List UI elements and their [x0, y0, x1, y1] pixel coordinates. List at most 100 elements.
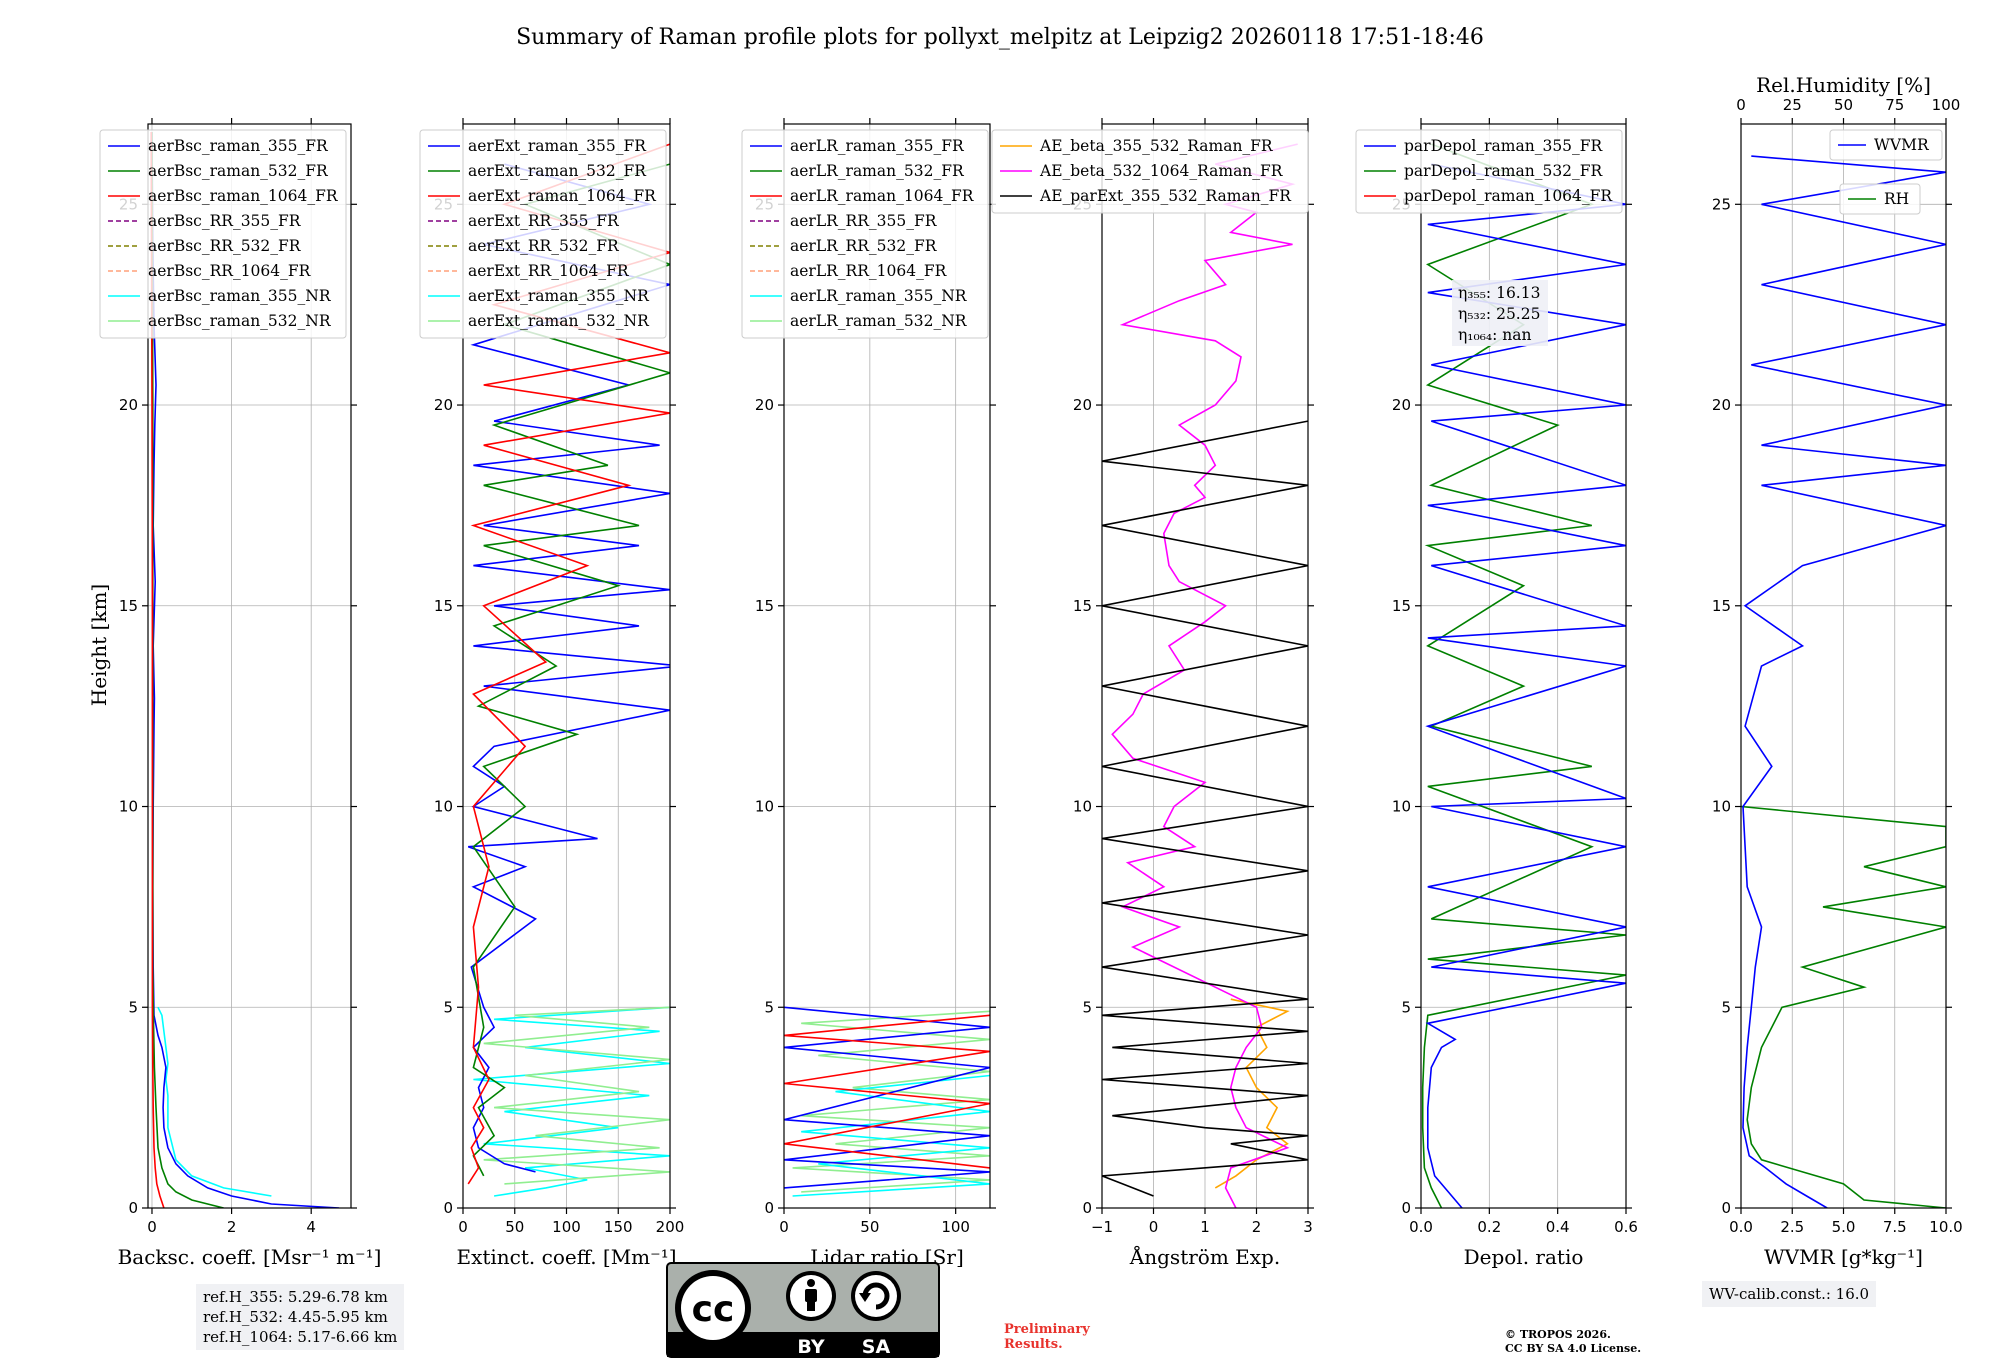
y-tick-label: 0 — [1082, 1199, 1092, 1217]
copyright-line-1: © TROPOS 2026. — [1505, 1328, 1611, 1341]
y-tick-label: 10 — [755, 798, 774, 816]
y-tick-label: 20 — [1712, 396, 1731, 414]
series-line-aerExt_raman_1064_FR — [467, 143, 670, 1185]
series-line-aerExt_raman_532_NR — [483, 1006, 670, 1185]
top-x-tick-label: 75 — [1885, 96, 1904, 114]
y-tick-label: 20 — [434, 396, 453, 414]
annotation-line: η₃₅₅: 16.13 — [1458, 284, 1540, 302]
sa-share-alike-icon — [859, 1282, 890, 1310]
series-line-RH — [1741, 805, 1946, 1208]
legend-box — [1829, 129, 1943, 161]
y-tick-label: 10 — [434, 798, 453, 816]
y-tick-label: 0 — [1401, 1199, 1411, 1217]
preliminary-results-note: Preliminary Results. — [1004, 1322, 1090, 1352]
legend-box — [419, 129, 667, 339]
x-tick-label: 1 — [1200, 1218, 1210, 1236]
series-line-parDepol_raman_355_FR — [1425, 163, 1626, 1208]
series-group — [1102, 143, 1308, 1208]
preliminary-line-2: Results. — [1004, 1337, 1063, 1352]
y-tick-label: 15 — [119, 597, 138, 615]
x-tick-label: 7.5 — [1883, 1218, 1907, 1236]
series-line-AE_beta_532_1064_Raman_FR — [1111, 143, 1298, 1208]
x-tick-label: 50 — [860, 1218, 879, 1236]
top-x-tick-label: 0 — [1736, 96, 1746, 114]
legend-label: aerExt_raman_1064_FR — [468, 187, 657, 205]
legend-label: aerExt_RR_532_FR — [468, 237, 620, 255]
legend-box — [1355, 129, 1623, 214]
legend-label: WVMR — [1874, 136, 1930, 154]
legend-wv-0: WVMR — [1829, 129, 1943, 161]
top-x-tick-label: 25 — [1783, 96, 1802, 114]
legend-label: aerBsc_raman_355_FR — [148, 137, 329, 155]
y-tick-label: 10 — [1392, 798, 1411, 816]
legend-label: aerLR_RR_355_FR — [790, 212, 938, 230]
axes-frame — [1420, 123, 1627, 1209]
y-tick-label: 15 — [434, 597, 453, 615]
x-tick-label: 3 — [1303, 1218, 1313, 1236]
legend-label: aerLR_raman_1064_FR — [790, 187, 975, 205]
legend-label: aerBsc_RR_1064_FR — [148, 262, 312, 280]
series-group — [150, 131, 340, 1208]
x-tick-label: 100 — [941, 1218, 970, 1236]
y-tick-label: 5 — [1401, 998, 1411, 1016]
series-line-aerLR_raman_532_NR — [792, 1010, 990, 1193]
x-tick-label: 5.0 — [1832, 1218, 1856, 1236]
by-badge-text: BY — [797, 1336, 824, 1358]
legend-depol: parDepol_raman_355_FR parDepol_raman_532_… — [1355, 129, 1623, 214]
ref-height-532: ref.H_532: 4.45-5.95 km — [203, 1308, 388, 1326]
x-axis-label-depol: Depol. ratio — [1464, 1245, 1584, 1269]
axes-frame — [147, 123, 352, 1209]
legend-label: aerBsc_RR_532_FR — [148, 237, 302, 255]
legend-label: RH — [1884, 190, 1909, 208]
legend-label: aerBsc_raman_532_NR — [148, 312, 332, 330]
legend-label: aerExt_raman_355_FR — [468, 137, 647, 155]
x-tick-label: 0 — [458, 1218, 468, 1236]
x-tick-label: 100 — [552, 1218, 581, 1236]
copyright-line-2: CC BY SA 4.0 License. — [1505, 1342, 1642, 1355]
copyright-note: © TROPOS 2026. CC BY SA 4.0 License. — [1505, 1328, 1641, 1356]
annotation-box — [1452, 280, 1548, 346]
y-tick-label: 15 — [1392, 597, 1411, 615]
annotation-line: η₁₀₆₄: nan — [1458, 326, 1532, 344]
series-line-aerLR_raman_355_NR — [792, 1074, 990, 1197]
series-group — [784, 1006, 990, 1197]
legend-label: aerExt_RR_355_FR — [468, 212, 620, 230]
legend-label: aerLR_RR_532_FR — [790, 237, 938, 255]
x-tick-label: 4 — [306, 1218, 316, 1236]
legend-box — [991, 129, 1309, 214]
x-axis-label-ext: Extinct. coeff. [Mm⁻¹] — [456, 1245, 676, 1269]
cc-badge-text: cc — [692, 1289, 735, 1330]
legend-label: aerBsc_raman_532_FR — [148, 162, 329, 180]
x-tick-label: 2 — [227, 1218, 237, 1236]
legend-label: aerLR_raman_532_NR — [790, 312, 968, 330]
y-tick-label: 10 — [1073, 798, 1092, 816]
legend-ext: aerExt_raman_355_FR aerExt_raman_532_FRae… — [419, 129, 667, 339]
x-tick-label: 0 — [779, 1218, 789, 1236]
y-tick-label: 20 — [755, 396, 774, 414]
y-tick-label: 10 — [119, 798, 138, 816]
subplot-ae: −101230510152025Ångström Exp.AE_beta_355… — [991, 118, 1314, 1269]
y-tick-label: 5 — [1082, 998, 1092, 1016]
series-line-aerExt_raman_355_NR — [473, 1006, 670, 1197]
series-group — [467, 143, 670, 1197]
wv-calib-text: WV-calib.const.: 16.0 — [1709, 1285, 1870, 1303]
y-tick-label: 5 — [764, 998, 774, 1016]
legend-label: parDepol_raman_532_FR — [1404, 162, 1604, 180]
y-tick-label: 15 — [755, 597, 774, 615]
y-tick-label: 20 — [1392, 396, 1411, 414]
x-tick-label: 50 — [505, 1218, 524, 1236]
legend-box — [741, 129, 989, 339]
legend-label: aerLR_raman_355_NR — [790, 287, 968, 305]
y-tick-label: 5 — [128, 998, 138, 1016]
y-tick-label: 10 — [1712, 798, 1731, 816]
legend-box — [1839, 183, 1921, 215]
series-group — [1741, 155, 1946, 1208]
annotation-line: η₅₃₂: 25.25 — [1458, 305, 1540, 323]
legend-label: aerLR_raman_355_FR — [790, 137, 965, 155]
series-line-aerLR_raman_355_FR — [784, 1006, 990, 1189]
y-tick-label: 20 — [119, 396, 138, 414]
ref-heights-note: ref.H_355: 5.29-6.78 km ref.H_532: 4.45-… — [196, 1284, 405, 1350]
x-tick-label: 0.2 — [1477, 1218, 1501, 1236]
legend-label: aerBsc_raman_1064_FR — [148, 187, 339, 205]
legend-box — [99, 129, 347, 339]
